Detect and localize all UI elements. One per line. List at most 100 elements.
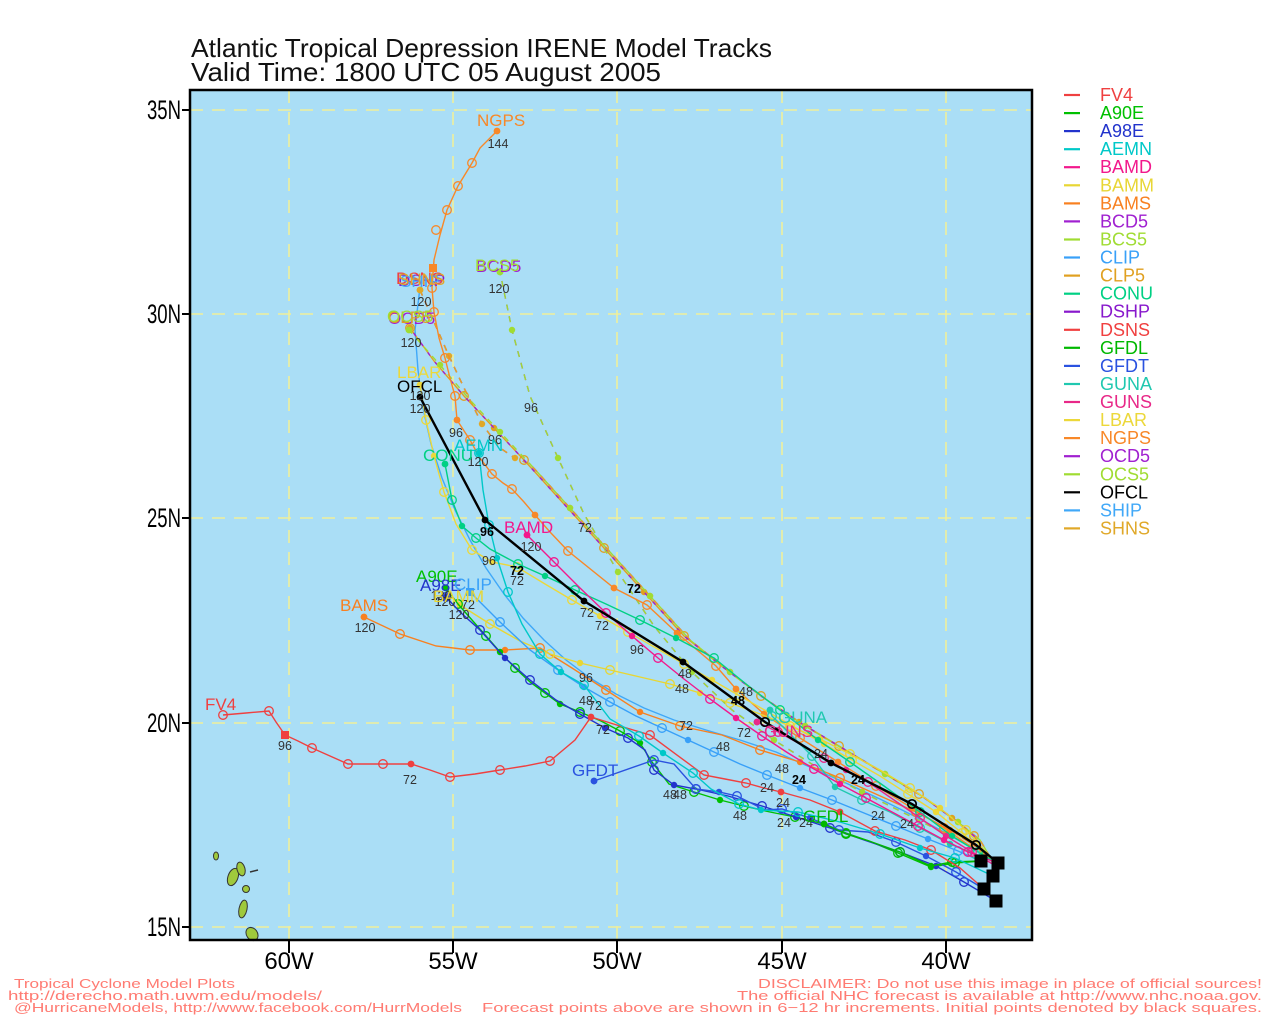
svg-text:24: 24: [900, 817, 914, 831]
svg-text:Tropical Cyclone Model Plots: Tropical Cyclone Model Plots: [14, 976, 236, 991]
svg-text:CLIP: CLIP: [1100, 248, 1140, 268]
svg-text:30N: 30N: [147, 299, 181, 329]
svg-text:GFDL: GFDL: [803, 807, 848, 826]
svg-text:DSNS: DSNS: [396, 269, 443, 288]
svg-text:120: 120: [410, 389, 431, 403]
svg-text:48: 48: [579, 694, 593, 708]
svg-text:72: 72: [403, 773, 417, 787]
svg-text:DSHP: DSHP: [398, 271, 445, 290]
svg-text:A98E: A98E: [1100, 121, 1144, 141]
svg-text:BCD5: BCD5: [476, 257, 521, 276]
svg-text:40W: 40W: [921, 948, 971, 975]
svg-text:BAMS: BAMS: [340, 596, 388, 615]
svg-text:CLP5: CLP5: [1100, 266, 1145, 286]
svg-text:96: 96: [480, 525, 494, 539]
svg-text:BAMD: BAMD: [1100, 157, 1152, 177]
svg-text:96: 96: [488, 433, 502, 447]
svg-text:96: 96: [630, 643, 644, 657]
svg-text:OFCL: OFCL: [397, 377, 442, 396]
svg-text:120: 120: [449, 608, 470, 622]
svg-text:25N: 25N: [147, 503, 181, 533]
svg-text:FV4: FV4: [1100, 85, 1133, 105]
svg-text:55W: 55W: [428, 948, 478, 975]
svg-text:24: 24: [871, 809, 885, 823]
svg-text:GUNA: GUNA: [778, 708, 828, 727]
svg-text:The official NHC forecast is a: The official NHC forecast is available a…: [737, 988, 1262, 1003]
svg-text:DSHP: DSHP: [1100, 302, 1150, 322]
svg-text:45W: 45W: [757, 948, 807, 975]
svg-text:96: 96: [524, 401, 538, 415]
svg-text:Forecast points above are show: Forecast points above are shown in 6−12 …: [482, 1000, 1262, 1015]
svg-text:24: 24: [799, 816, 813, 830]
svg-text:A98E: A98E: [420, 576, 462, 595]
svg-text:48: 48: [739, 685, 753, 699]
svg-text:72: 72: [510, 564, 524, 578]
svg-text:96: 96: [482, 554, 496, 568]
svg-text:AEMN: AEMN: [1100, 139, 1152, 159]
svg-text:48: 48: [716, 740, 730, 754]
svg-text:CLP5: CLP5: [388, 308, 431, 327]
svg-text:120: 120: [410, 402, 431, 416]
svg-text:A90E: A90E: [1100, 103, 1144, 123]
svg-text:144: 144: [488, 137, 509, 151]
svg-text:http://derecho.math.uwm.edu/mo: http://derecho.math.uwm.edu/models/: [8, 988, 323, 1003]
svg-text:BAMD: BAMD: [504, 518, 553, 537]
svg-text:OCS5: OCS5: [387, 307, 433, 326]
svg-text:72: 72: [595, 619, 609, 633]
svg-text:72: 72: [679, 719, 693, 733]
svg-text:OCS5: OCS5: [1100, 464, 1149, 484]
svg-text:120: 120: [401, 336, 422, 350]
svg-text:CLIP: CLIP: [454, 575, 492, 594]
svg-text:120: 120: [411, 295, 432, 309]
svg-text:NGPS: NGPS: [477, 111, 525, 130]
svg-text:GFDT: GFDT: [572, 761, 618, 780]
svg-text:24: 24: [777, 816, 791, 830]
svg-text:48: 48: [775, 762, 789, 776]
svg-text:24: 24: [760, 781, 774, 795]
svg-text:24: 24: [814, 747, 828, 761]
svg-text:72: 72: [461, 598, 475, 612]
svg-text:24: 24: [851, 773, 865, 787]
svg-text:72: 72: [578, 521, 592, 535]
svg-text:SHNS: SHNS: [398, 270, 445, 289]
svg-text:OCD5: OCD5: [388, 309, 435, 328]
svg-text:SHIP: SHIP: [400, 272, 440, 291]
svg-text:72: 72: [737, 726, 751, 740]
svg-text:48: 48: [678, 667, 692, 681]
svg-text:BAMM: BAMM: [1100, 175, 1154, 195]
svg-text:120: 120: [489, 282, 510, 296]
svg-text:96: 96: [278, 739, 292, 753]
svg-text:50W: 50W: [592, 948, 642, 975]
svg-text:BCS5: BCS5: [475, 256, 519, 275]
svg-text:120: 120: [355, 621, 376, 635]
svg-text:DISCLAIMER: Do not use this im: DISCLAIMER: Do not use this image in pla…: [758, 976, 1262, 991]
svg-text:OFCL: OFCL: [1100, 482, 1148, 502]
svg-text:BAMS: BAMS: [1100, 193, 1151, 213]
svg-text:GUNS: GUNS: [1100, 392, 1152, 412]
svg-text:NGPS: NGPS: [1100, 428, 1151, 448]
svg-text:48: 48: [675, 682, 689, 696]
svg-text:24: 24: [776, 796, 790, 810]
svg-text:60W: 60W: [264, 948, 314, 975]
svg-text:96: 96: [579, 671, 593, 685]
svg-text:72: 72: [588, 699, 602, 713]
svg-text:BCD5: BCD5: [1100, 211, 1148, 231]
svg-text:72: 72: [510, 574, 524, 588]
svg-text:DSNS: DSNS: [1100, 320, 1150, 340]
svg-text:35N: 35N: [147, 95, 181, 125]
svg-text:72: 72: [580, 606, 594, 620]
svg-text:120: 120: [435, 595, 456, 609]
svg-text:96: 96: [449, 426, 463, 440]
svg-text:48: 48: [731, 694, 745, 708]
svg-text:20N: 20N: [147, 708, 181, 738]
svg-text:120: 120: [468, 455, 489, 469]
svg-text:48: 48: [673, 788, 687, 802]
svg-text:GUNA: GUNA: [1100, 374, 1152, 394]
svg-text:48: 48: [733, 809, 747, 823]
svg-text:GUNS: GUNS: [764, 722, 813, 741]
svg-text:15N: 15N: [147, 912, 181, 942]
svg-text:72: 72: [596, 723, 610, 737]
svg-text:GFDL: GFDL: [1100, 338, 1148, 358]
svg-text:BAMM: BAMM: [433, 587, 484, 606]
svg-text:CONU: CONU: [1100, 284, 1153, 304]
